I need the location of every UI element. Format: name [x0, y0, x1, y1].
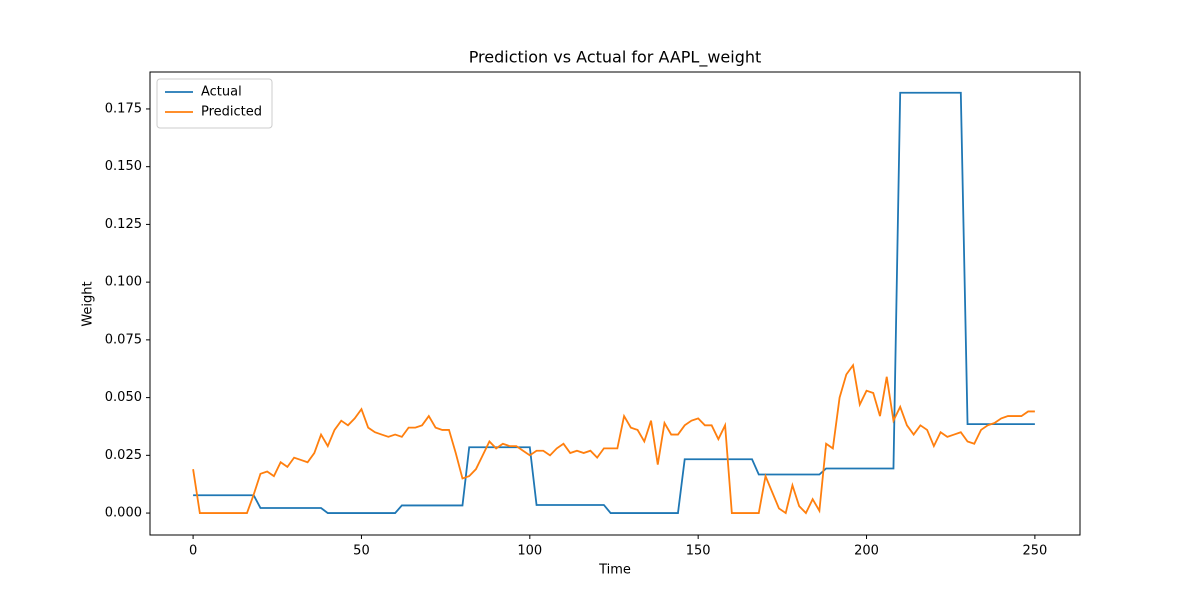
series-line: [192, 363, 1035, 515]
y-tick-label: 0.025: [105, 448, 142, 463]
plot-frame: [149, 71, 1081, 536]
x-tick-label: 100: [517, 544, 542, 559]
x-tick-label: 250: [1022, 544, 1047, 559]
legend-label: Predicted: [201, 105, 262, 120]
y-tick-label: 0.000: [105, 506, 142, 521]
y-tick-label: 0.125: [105, 217, 142, 232]
y-tick-label: 0.050: [105, 390, 142, 405]
legend-label: Actual: [201, 85, 242, 100]
x-tick-label: 200: [854, 544, 879, 559]
series-line: [193, 91, 1035, 514]
x-axis-label: Time: [598, 563, 631, 578]
y-tick-label: 0.100: [105, 275, 142, 290]
x-tick-label: 0: [189, 544, 197, 559]
x-tick-label: 150: [686, 544, 711, 559]
chart-title: Prediction vs Actual for AAPL_weight: [469, 48, 762, 68]
y-tick-label: 0.175: [105, 101, 142, 116]
y-axis-label: Weight: [81, 281, 96, 326]
x-tick-label: 50: [353, 544, 370, 559]
y-tick-label: 0.150: [105, 159, 142, 174]
y-tick-label: 0.075: [105, 332, 142, 347]
